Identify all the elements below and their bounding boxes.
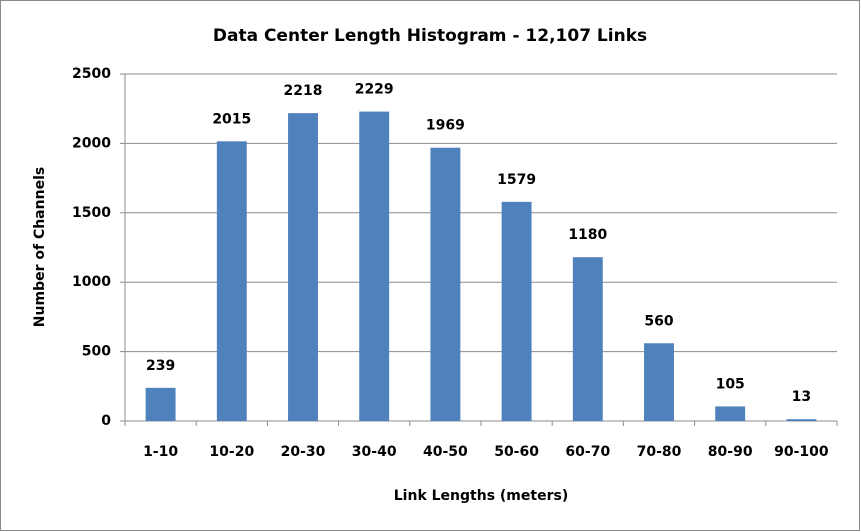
bar bbox=[216, 141, 247, 421]
x-tick-label: 80-90 bbox=[708, 444, 753, 460]
bar bbox=[430, 147, 461, 421]
bar bbox=[359, 111, 390, 421]
y-tick-label: 2000 bbox=[72, 135, 111, 151]
x-tick-label: 20-30 bbox=[281, 444, 326, 460]
data-label: 560 bbox=[644, 313, 673, 329]
y-axis-label: Number of Channels bbox=[32, 167, 48, 327]
bar bbox=[715, 406, 746, 421]
y-tick-label: 1500 bbox=[72, 205, 111, 221]
x-tick-label: 10-20 bbox=[209, 444, 254, 460]
y-tick-label: 500 bbox=[82, 344, 111, 360]
x-tick-label: 30-40 bbox=[352, 444, 397, 460]
data-label: 2218 bbox=[284, 83, 323, 99]
bar bbox=[786, 419, 817, 421]
x-tick-label: 40-50 bbox=[423, 444, 468, 460]
data-label: 1969 bbox=[426, 118, 465, 134]
bar bbox=[288, 113, 318, 421]
x-tick-label: 1-10 bbox=[143, 444, 178, 460]
data-label: 1180 bbox=[568, 227, 607, 243]
x-axis-label: Link Lengths (meters) bbox=[394, 488, 568, 504]
x-tick-label: 60-70 bbox=[565, 444, 610, 460]
data-label: 2015 bbox=[212, 111, 251, 127]
x-tick-label: 90-100 bbox=[774, 444, 829, 460]
bar bbox=[644, 343, 674, 421]
x-tick-label: 50-60 bbox=[494, 444, 539, 460]
data-label: 2229 bbox=[355, 82, 394, 98]
y-tick-label: 2500 bbox=[72, 66, 111, 82]
data-label: 239 bbox=[146, 358, 175, 374]
x-tick-label: 70-80 bbox=[637, 444, 682, 460]
data-label: 13 bbox=[792, 389, 811, 405]
y-tick-label: 1000 bbox=[72, 274, 111, 290]
bar bbox=[145, 387, 176, 421]
chart-title: Data Center Length Histogram - 12,107 Li… bbox=[213, 26, 647, 46]
bar bbox=[572, 257, 603, 421]
y-tick-label: 0 bbox=[101, 413, 111, 429]
data-label: 105 bbox=[716, 376, 745, 392]
bar bbox=[501, 201, 532, 421]
data-label: 1579 bbox=[497, 172, 536, 188]
